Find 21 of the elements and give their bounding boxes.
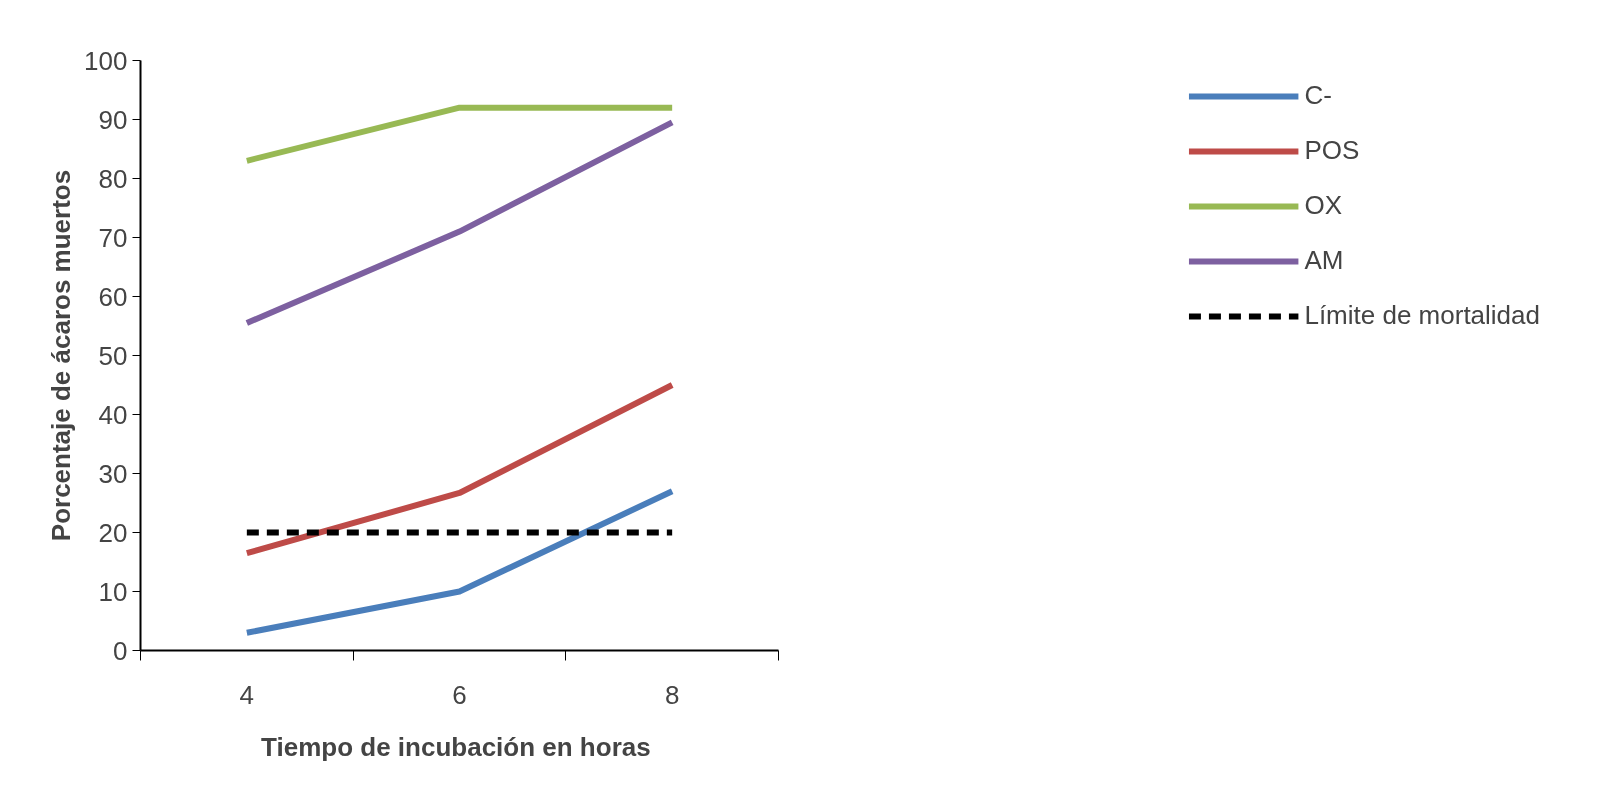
y-tick-label: 80 [98,163,128,194]
x-tick-label: 6 [452,679,467,710]
y-tick-label: 40 [98,399,128,430]
x-tick-label: 8 [664,679,680,710]
legend-label: OX [1304,190,1343,221]
x-tick-label: 4 [239,679,255,710]
y-tick-label: 100 [84,45,128,76]
y-tick-label: 50 [98,340,128,371]
legend-label: AM [1304,245,1344,276]
y-tick-label: 20 [98,517,128,548]
legend-label: Límite de mortalidad [1304,300,1540,331]
legend-label: C- [1304,80,1332,111]
y-tick-label: 60 [98,281,128,312]
y-tick-label: 90 [98,104,128,135]
y-axis-title: Porcentaje de ácaros muertos [46,169,77,542]
legend-label: POS [1304,135,1360,166]
y-tick-label: 0 [113,635,128,666]
y-tick-label: 10 [98,576,128,607]
y-tick-label: 30 [98,458,128,489]
x-axis-title: Tiempo de incubación en horas [261,731,651,762]
y-tick-label: 70 [98,222,128,253]
